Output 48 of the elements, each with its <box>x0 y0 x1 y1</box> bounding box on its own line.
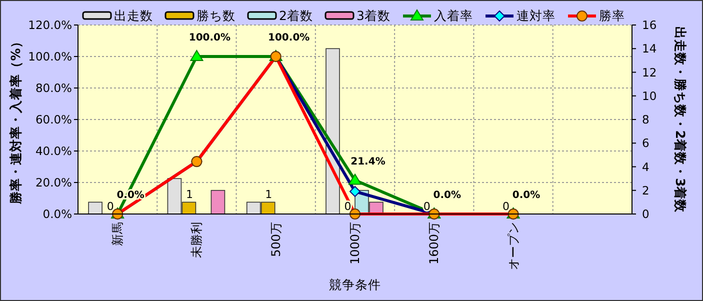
y-tick-label: 40.0% <box>35 144 72 158</box>
data-label: 21.4% <box>350 156 386 168</box>
y-tick-label: 80.0% <box>35 81 72 95</box>
data-label: 0 <box>344 200 352 213</box>
data-label: 100.0% <box>268 32 310 44</box>
point <box>350 186 360 197</box>
legend-label: 入着率 <box>434 8 473 23</box>
data-label: 100.0% <box>188 32 231 44</box>
y2-tick-label: 16 <box>642 18 657 32</box>
x-tick-label: 新馬 <box>110 222 125 246</box>
legend-label: 2着数 <box>279 8 313 23</box>
legend-label: 勝率 <box>599 8 625 23</box>
y2-tick-label: 2 <box>642 183 650 198</box>
y-tick-label: 0.0% <box>42 207 72 221</box>
x-tick-label: オープン <box>506 222 520 270</box>
x-tick-label: 未勝利 <box>190 222 204 258</box>
data-label: 0.0% <box>512 190 540 201</box>
data-label: 0 <box>423 200 430 213</box>
y-tick-label: 20.0% <box>35 176 72 190</box>
x-tick-label: 1000万 <box>348 222 362 265</box>
y-tick-label: 120.0% <box>28 18 72 32</box>
y-tick-label: 60.0% <box>35 112 72 126</box>
bar <box>88 202 102 214</box>
legend-label: 3着数 <box>356 8 390 23</box>
x-axis-title: 競争条件 <box>329 277 381 292</box>
data-label: 0 <box>106 200 114 213</box>
y-axis-title: 勝率・連対率・入着率（%） <box>8 35 23 205</box>
data-label: 1 <box>186 188 193 202</box>
y2-tick-label: 0 <box>642 207 650 221</box>
y2-tick-label: 14 <box>642 42 657 56</box>
y2-tick-label: 4 <box>642 160 650 174</box>
x-tick-label: 500万 <box>268 222 283 257</box>
legend-label: 連対率 <box>516 8 556 23</box>
point <box>348 174 362 185</box>
x-tick-label: 1600万 <box>427 222 442 265</box>
data-label: 1 <box>265 188 272 202</box>
y2-tick-label: 10 <box>642 88 657 103</box>
y2-tick-label: 6 <box>642 136 650 150</box>
legend-label: 勝ち数 <box>196 8 236 23</box>
y2-tick-label: 8 <box>642 112 650 126</box>
bar <box>210 190 226 214</box>
legend-label: 出走数 <box>114 8 153 23</box>
data-label: 0.0% <box>433 190 462 201</box>
y2-axis-title: 出走数・勝ち数・2着数・3着数 <box>673 26 688 214</box>
y-tick-label: 100.0% <box>28 50 72 64</box>
point <box>190 50 204 61</box>
data-label: 0 <box>502 200 510 213</box>
y2-tick-label: 12 <box>642 65 657 80</box>
